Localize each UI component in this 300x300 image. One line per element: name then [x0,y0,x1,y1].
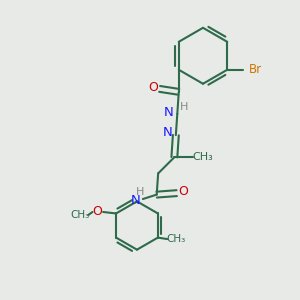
Text: H: H [136,187,144,197]
Text: N: N [130,194,140,207]
Text: O: O [92,205,102,218]
Text: Br: Br [249,63,262,76]
Text: N: N [164,106,174,119]
Text: CH₃: CH₃ [167,234,186,244]
Text: CH₃: CH₃ [193,152,213,162]
Text: O: O [178,185,188,198]
Text: N: N [163,126,172,139]
Text: CH₃: CH₃ [70,210,90,220]
Text: O: O [148,81,158,94]
Text: H: H [180,103,188,112]
